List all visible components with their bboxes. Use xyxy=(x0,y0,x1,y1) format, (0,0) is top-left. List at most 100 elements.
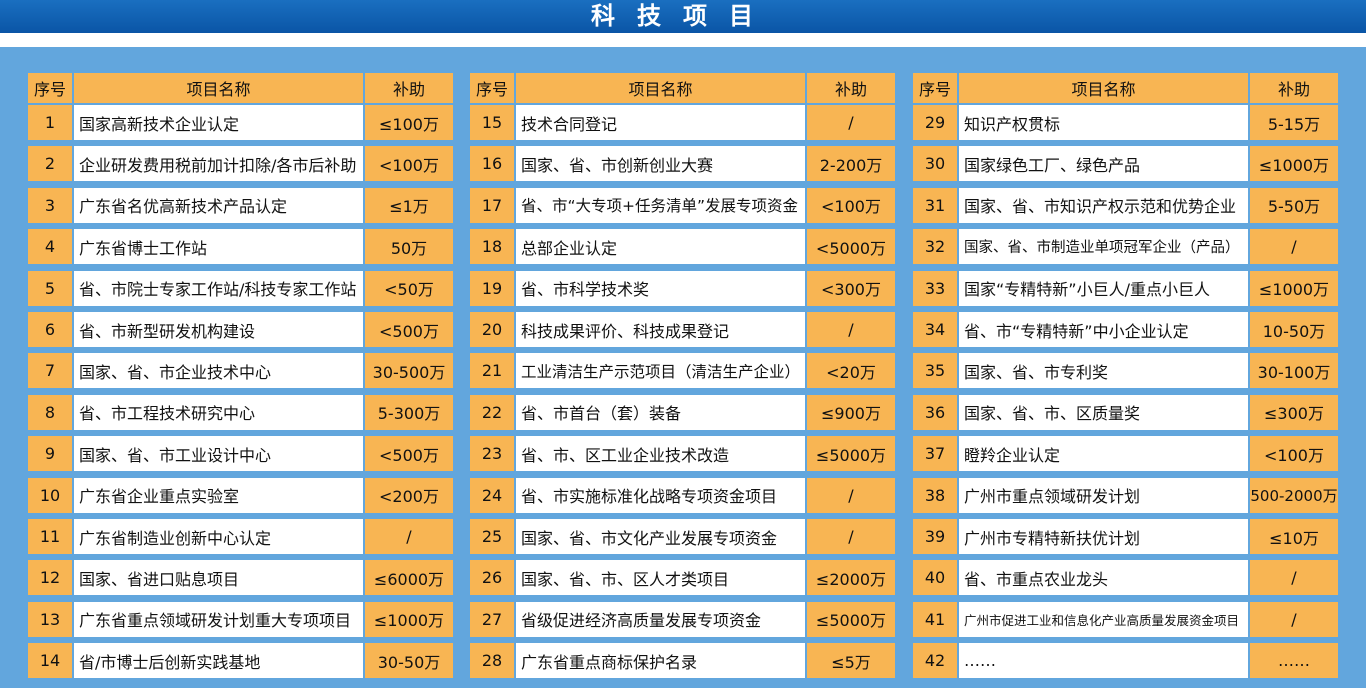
subsidy: ≤900万 xyxy=(807,394,895,430)
subsidy: 30-50万 xyxy=(365,643,453,679)
item-name: 省、市“专精特新”中小企业认定 xyxy=(959,312,1248,347)
item-name: 省、市首台（套）装备 xyxy=(516,394,805,430)
row-number: 3 xyxy=(28,187,72,223)
row-number: 34 xyxy=(913,312,957,347)
subsidy: ≤100万 xyxy=(365,105,453,140)
subsidy: <100万 xyxy=(365,146,453,182)
row-number: 14 xyxy=(28,643,72,679)
item-name: 国家“专精特新”小巨人/重点小巨人 xyxy=(959,270,1248,306)
row-number: 11 xyxy=(28,519,72,554)
item-name: 广东省企业重点实验室 xyxy=(74,477,363,513)
subsidy: 5-300万 xyxy=(365,394,453,430)
item-name: 广东省重点商标保护名录 xyxy=(516,643,805,679)
subsidy: ≤1000万 xyxy=(1250,270,1338,306)
subsidy: 50万 xyxy=(365,229,453,265)
row-number: 23 xyxy=(470,436,514,472)
row-number: 7 xyxy=(28,353,72,389)
subsidy: ≤2000万 xyxy=(807,560,895,596)
item-name: 技术合同登记 xyxy=(516,105,805,140)
item-name: 广东省博士工作站 xyxy=(74,229,363,265)
subsidy: / xyxy=(807,312,895,347)
subsidy: / xyxy=(1250,601,1338,637)
subsidy: 10-50万 xyxy=(1250,312,1338,347)
header-cell: 序号 xyxy=(28,73,72,103)
item-name: 国家、省、市企业技术中心 xyxy=(74,353,363,389)
row-number: 12 xyxy=(28,560,72,596)
item-name: 瞪羚企业认定 xyxy=(959,436,1248,472)
item-name: 广州市促进工业和信息化产业高质量发展资金项目 xyxy=(959,601,1248,637)
row-number: 39 xyxy=(913,519,957,554)
subsidy: <300万 xyxy=(807,270,895,306)
subsidy: ≤6000万 xyxy=(365,560,453,596)
header-cell: 项目名称 xyxy=(959,73,1248,103)
header-cell: 项目名称 xyxy=(516,73,805,103)
subsidy: …… xyxy=(1250,643,1338,679)
item-name: 省、市“大专项+任务清单”发展专项资金 xyxy=(516,187,805,223)
subsidy: 2-200万 xyxy=(807,146,895,182)
item-name: 省、市科学技术奖 xyxy=(516,270,805,306)
row-number: 6 xyxy=(28,312,72,347)
subsidy: ≤1000万 xyxy=(1250,146,1338,182)
page-title: 科技项目 xyxy=(591,2,775,30)
item-name: 省、市院士专家工作站/科技专家工作站 xyxy=(74,270,363,306)
subsidy: 5-15万 xyxy=(1250,105,1338,140)
item-name: 省、市新型研发机构建设 xyxy=(74,312,363,347)
row-number: 18 xyxy=(470,229,514,265)
item-name: 国家、省、市、区人才类项目 xyxy=(516,560,805,596)
subsidy: <100万 xyxy=(1250,436,1338,472)
header-cell: 补助 xyxy=(807,73,895,103)
header-cell: 序号 xyxy=(470,73,514,103)
subsidy: 500-2000万 xyxy=(1250,477,1338,513)
item-name: 广州市重点领域研发计划 xyxy=(959,477,1248,513)
row-number: 16 xyxy=(470,146,514,182)
title-bar xyxy=(0,0,1366,33)
item-name: 国家、省、市专利奖 xyxy=(959,353,1248,389)
subsidy: ≤5000万 xyxy=(807,436,895,472)
row-number: 27 xyxy=(470,601,514,637)
row-number: 36 xyxy=(913,394,957,430)
item-name: 省/市博士后创新实践基地 xyxy=(74,643,363,679)
subsidy: <5000万 xyxy=(807,229,895,265)
item-name: …… xyxy=(959,643,1248,679)
row-number: 15 xyxy=(470,105,514,140)
subsidy: <50万 xyxy=(365,270,453,306)
item-name: 省、市、区工业企业技术改造 xyxy=(516,436,805,472)
item-name: 广东省制造业创新中心认定 xyxy=(74,519,363,554)
row-number: 22 xyxy=(470,394,514,430)
item-name: 总部企业认定 xyxy=(516,229,805,265)
subsidy: / xyxy=(807,477,895,513)
row-number: 10 xyxy=(28,477,72,513)
item-name: 省、市工程技术研究中心 xyxy=(74,394,363,430)
item-name: 国家、省、市、区质量奖 xyxy=(959,394,1248,430)
row-number: 19 xyxy=(470,270,514,306)
subsidy: ≤5万 xyxy=(807,643,895,679)
item-name: 省级促进经济高质量发展专项资金 xyxy=(516,601,805,637)
subsidy: <100万 xyxy=(807,187,895,223)
item-name: 广东省重点领域研发计划重大专项项目 xyxy=(74,601,363,637)
row-number: 35 xyxy=(913,353,957,389)
subsidy: / xyxy=(1250,229,1338,265)
item-name: 省、市实施标准化战略专项资金项目 xyxy=(516,477,805,513)
header-cell: 补助 xyxy=(365,73,453,103)
header-cell: 补助 xyxy=(1250,73,1338,103)
subsidy: / xyxy=(365,519,453,554)
row-number: 24 xyxy=(470,477,514,513)
subsidy: ≤1万 xyxy=(365,187,453,223)
row-number: 21 xyxy=(470,353,514,389)
header-cell: 序号 xyxy=(913,73,957,103)
row-number: 28 xyxy=(470,643,514,679)
subsidy: <500万 xyxy=(365,436,453,472)
item-name: 科技成果评价、科技成果登记 xyxy=(516,312,805,347)
item-name: 国家高新技术企业认定 xyxy=(74,105,363,140)
row-number: 42 xyxy=(913,643,957,679)
row-number: 25 xyxy=(470,519,514,554)
subsidy: / xyxy=(807,105,895,140)
item-name: 企业研发费用税前加计扣除/各市后补助 xyxy=(74,146,363,182)
row-number: 30 xyxy=(913,146,957,182)
item-name: 国家绿色工厂、绿色产品 xyxy=(959,146,1248,182)
item-name: 省、市重点农业龙头 xyxy=(959,560,1248,596)
item-name: 知识产权贯标 xyxy=(959,105,1248,140)
subsidy: ≤5000万 xyxy=(807,601,895,637)
subsidy: / xyxy=(807,519,895,554)
